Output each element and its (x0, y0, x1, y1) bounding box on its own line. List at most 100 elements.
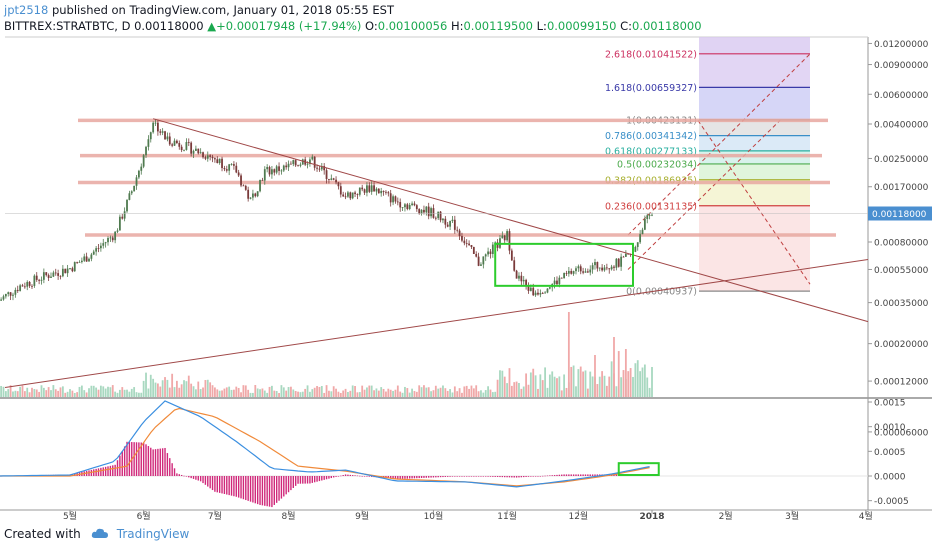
macd-histogram-bar (413, 476, 416, 479)
volume-bar (636, 360, 639, 397)
candle-body (107, 237, 109, 243)
macd-histogram-bar (164, 447, 166, 476)
chart-canvas[interactable]: 2.618(0.01041522)1.618(0.00659327)1(0.00… (0, 36, 932, 524)
volume-bar (539, 374, 542, 397)
candle-body (415, 205, 418, 210)
volume-bar (643, 364, 646, 397)
volume-bar (149, 374, 152, 397)
volume-bar (33, 389, 36, 397)
volume-bar (613, 337, 615, 397)
candle-body (577, 266, 580, 269)
volume-bar (12, 391, 14, 397)
volume-bar (309, 391, 311, 397)
macd-histogram-bar (95, 468, 97, 476)
macd-histogram-bar (316, 476, 318, 482)
macd-histogram-bar (420, 476, 423, 478)
volume-bar (104, 388, 107, 397)
candle-body (9, 292, 12, 296)
volume-bar (237, 387, 240, 397)
macd-histogram-bar (368, 476, 371, 477)
candle-body (520, 275, 523, 282)
candle-body (109, 237, 112, 239)
macd-histogram-bar (399, 476, 401, 479)
volume-bar (71, 390, 74, 397)
volume-bar (513, 382, 516, 397)
volume-bar (515, 381, 518, 397)
macd-histogram-bar (425, 476, 428, 478)
volume-bar (347, 392, 349, 397)
candle-body (382, 190, 385, 192)
publisher-link[interactable]: jpt2518 (4, 3, 49, 17)
volume-bar (373, 390, 375, 397)
volume-bar (263, 390, 266, 397)
candle-body (185, 142, 188, 150)
tradingview-link[interactable]: TradingView (116, 527, 190, 541)
volume-bar (620, 377, 623, 397)
volume-bar (14, 390, 17, 397)
volume-bar (171, 373, 174, 397)
time-tick-label: 2월 (719, 510, 733, 522)
volume-bar (567, 312, 570, 397)
time-tick-label: 6월 (137, 510, 151, 522)
candle-body (235, 165, 238, 173)
macd-histogram-bar (582, 474, 584, 476)
macd-histogram-bar (468, 476, 470, 477)
candle-body (92, 251, 95, 255)
volume-bar (175, 380, 178, 397)
candle-body (183, 149, 185, 151)
candle-body (444, 218, 447, 225)
macd-histogram-bar (218, 476, 221, 493)
candle-body (472, 247, 475, 254)
macd-histogram-bar (359, 475, 361, 477)
volume-bar (520, 388, 523, 397)
fib-retracement[interactable]: 2.618(0.01041522)1.618(0.00659327)1(0.00… (605, 37, 811, 298)
macd-histogram-bar (499, 476, 501, 478)
volume-bar (330, 391, 333, 397)
volume-bar (301, 391, 304, 397)
volume-bar (161, 380, 164, 397)
candle-body (470, 245, 473, 248)
high-label: H: (450, 19, 464, 33)
candle-body (47, 275, 50, 278)
macd-histogram-bar (100, 467, 102, 476)
candle-body (411, 203, 413, 206)
macd-histogram-bar (161, 448, 164, 476)
candle-body (463, 240, 466, 244)
volume-bar (294, 390, 297, 397)
up-arrow-icon: ▲ (207, 19, 217, 33)
volume-bar (551, 371, 554, 397)
macd-histogram-bar (430, 476, 432, 478)
macd-histogram-bar (157, 448, 159, 476)
volume-bar (608, 376, 611, 397)
candle-body (622, 256, 625, 258)
candle-body (104, 242, 107, 244)
volume-bar (147, 388, 150, 397)
macd-histogram-bar (126, 441, 128, 476)
volume-bar (282, 387, 285, 397)
candle-body (249, 197, 252, 199)
volume-bar (589, 371, 592, 397)
macd-histogram-bar (104, 466, 107, 476)
candle-body (465, 243, 468, 244)
macd-histogram-bar (351, 475, 354, 476)
candle-body (118, 216, 121, 231)
macd-histogram-bar (199, 476, 202, 482)
candle-body (211, 156, 214, 159)
macd-histogram-bar (561, 474, 563, 476)
macd-histogram-bar (496, 476, 499, 477)
candle-body (356, 194, 359, 195)
macd-histogram-bar (596, 474, 599, 476)
volume-bar (423, 385, 425, 397)
macd-histogram-bar (451, 476, 454, 477)
macd-histogram-bar (594, 474, 596, 476)
macd-histogram-bar (142, 442, 145, 476)
candle-body (135, 177, 138, 186)
close-label: C: (620, 19, 633, 33)
volume-bar (299, 392, 302, 397)
candle-body (430, 208, 432, 217)
fib-level-label: 0.5(0.00232034) (617, 159, 697, 170)
candle-body (563, 273, 566, 279)
macd-histogram-bar (361, 476, 363, 477)
volume-bar (427, 387, 430, 397)
volume-bar (166, 379, 169, 397)
